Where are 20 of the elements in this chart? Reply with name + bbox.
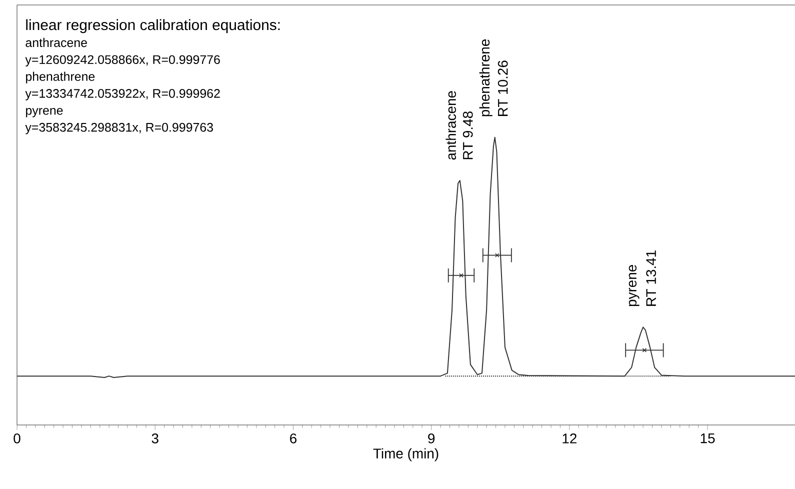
x-tick-label: 0 [14,433,20,444]
annotation: pyrene [628,264,640,306]
annotation: RT 10.26 [498,60,508,116]
text: y=12609242.058866x, R=0.999776 [25,55,220,66]
text: anthracene [26,38,87,48]
annotation: phenathrene [479,39,492,116]
chart-title: linear regression calibration equations: [26,19,280,34]
x-tick-label: 9 [428,433,435,444]
text: y=13334742.053922x, R=0.999962 [25,89,220,100]
x-tick-label: 3 [152,433,158,444]
x-axis-title: Time (min) [373,448,438,462]
text: y=3583245.298831x, R=0.999763 [25,122,213,134]
x-tick-label: 15 [700,434,715,444]
x-tick-label: 12 [562,433,576,444]
text: pyrene [26,108,63,118]
x-tick-label: 6 [290,433,296,444]
annotation: anthracene [446,91,456,160]
annotation: RT 9.48 [462,112,473,160]
annotation: RT 13.41 [646,250,656,306]
text: phenathrene [26,72,95,84]
